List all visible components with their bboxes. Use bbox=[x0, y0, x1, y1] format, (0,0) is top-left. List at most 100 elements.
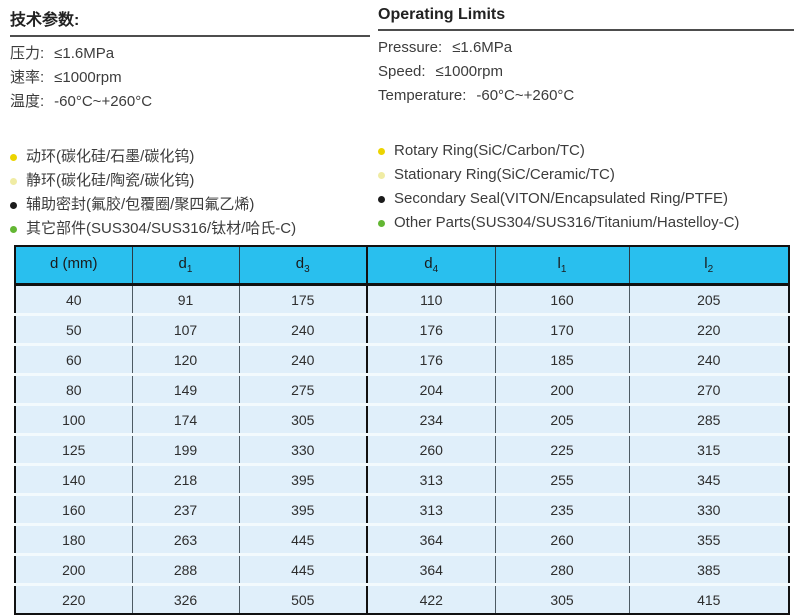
table-cell: 395 bbox=[239, 464, 368, 496]
material-text: 静环(碳化硅/陶瓷/碳化钨) bbox=[26, 172, 195, 189]
table-cell: 107 bbox=[132, 314, 240, 346]
table-cell: 175 bbox=[239, 284, 368, 316]
param-value: -60°C~+260°C bbox=[54, 93, 153, 110]
table-cell: 355 bbox=[629, 524, 789, 556]
table-cell: 160 bbox=[495, 284, 630, 316]
param-value: ≤1000rpm bbox=[54, 69, 122, 86]
table-cell: 240 bbox=[239, 344, 368, 376]
material-text: Stationary Ring(SiC/Ceramic/TC) bbox=[394, 166, 615, 183]
material-text: 辅助密封(氟胶/包覆圈/聚四氟乙烯) bbox=[26, 196, 255, 213]
datasheet-page: 技术参数: 压力: ≤1.6MPa 速率: ≤1000rpm 温度: -60°C… bbox=[10, 4, 794, 615]
material-item-rotary-ring-zh: 动环(碳化硅/石墨/碳化钨) bbox=[10, 145, 370, 169]
table-cell: 204 bbox=[367, 374, 496, 406]
param-label: 速率: bbox=[10, 69, 45, 86]
header-subscript: 3 bbox=[304, 264, 310, 275]
param-speed-en: Speed: ≤1000rpm bbox=[378, 60, 794, 84]
param-temperature-en: Temperature: -60°C~+260°C bbox=[378, 84, 794, 108]
table-cell: 364 bbox=[367, 524, 496, 556]
table-cell: 237 bbox=[132, 494, 240, 526]
table-cell: 326 bbox=[132, 584, 240, 614]
table-cell: 200 bbox=[15, 554, 133, 586]
table-cell: 40 bbox=[15, 284, 133, 316]
header-subscript: 1 bbox=[560, 264, 567, 275]
bullet-dot-icon bbox=[10, 177, 17, 185]
column-header-d3: d3 bbox=[239, 246, 368, 286]
material-item-stationary-ring-en: Stationary Ring(SiC/Ceramic/TC) bbox=[378, 163, 794, 187]
table-cell: 180 bbox=[15, 524, 133, 556]
table-cell: 364 bbox=[367, 554, 496, 586]
material-text: Other Parts(SUS304/SUS316/Titanium/Haste… bbox=[394, 214, 740, 231]
table-cell: 50 bbox=[15, 314, 133, 346]
materials-list-en: Rotary Ring(SiC/Carbon/TC) Stationary Ri… bbox=[378, 139, 794, 235]
header-label: d (mm) bbox=[50, 255, 98, 272]
table-row: 200 288 445 364 280 385 bbox=[15, 554, 789, 586]
table-row: 180 263 445 364 260 355 bbox=[15, 524, 789, 556]
header-label: d bbox=[424, 255, 433, 272]
table-row: 100 174 305 234 205 285 bbox=[15, 404, 789, 436]
table-cell: 240 bbox=[629, 344, 789, 376]
material-text: Rotary Ring(SiC/Carbon/TC) bbox=[394, 142, 585, 159]
specs-section-zh: 技术参数: 压力: ≤1.6MPa 速率: ≤1000rpm 温度: -60°C… bbox=[10, 4, 370, 241]
table-cell: 220 bbox=[629, 314, 789, 346]
table-cell: 140 bbox=[15, 464, 133, 496]
table-cell: 176 bbox=[367, 314, 496, 346]
material-item-secondary-seal-zh: 辅助密封(氟胶/包覆圈/聚四氟乙烯) bbox=[10, 193, 370, 217]
param-value: ≤1.6MPa bbox=[54, 45, 115, 62]
bullet-dot-icon bbox=[378, 147, 385, 155]
param-label: Speed: bbox=[378, 63, 426, 80]
table-row: 125 199 330 260 225 315 bbox=[15, 434, 789, 466]
table-cell: 91 bbox=[132, 284, 240, 316]
table-row: 160 237 395 313 235 330 bbox=[15, 494, 789, 526]
table-cell: 235 bbox=[495, 494, 630, 526]
table-cell: 80 bbox=[15, 374, 133, 406]
table-cell: 422 bbox=[367, 584, 496, 614]
table-cell: 205 bbox=[495, 404, 630, 436]
section-title-en: Operating Limits bbox=[378, 4, 794, 31]
table-cell: 330 bbox=[239, 434, 368, 466]
table-cell: 305 bbox=[495, 584, 630, 614]
section-title-zh: 技术参数: bbox=[10, 4, 370, 37]
table-row: 220 326 505 422 305 415 bbox=[15, 584, 789, 614]
table-cell: 415 bbox=[629, 584, 789, 614]
material-item-rotary-ring-en: Rotary Ring(SiC/Carbon/TC) bbox=[378, 139, 794, 163]
table-cell: 60 bbox=[15, 344, 133, 376]
param-label: Temperature: bbox=[378, 87, 467, 104]
table-cell: 205 bbox=[629, 284, 789, 316]
param-pressure-zh: 压力: ≤1.6MPa bbox=[10, 42, 370, 66]
param-value: ≤1.6MPa bbox=[452, 39, 513, 56]
table-cell: 100 bbox=[15, 404, 133, 436]
header-label: l bbox=[557, 255, 561, 272]
param-value: -60°C~+260°C bbox=[476, 87, 575, 104]
bullet-dot-icon bbox=[10, 201, 17, 209]
bullet-dot-icon bbox=[378, 219, 385, 227]
table-cell: 285 bbox=[629, 404, 789, 436]
bullet-dot-icon bbox=[10, 153, 17, 161]
table-row: 80 149 275 204 200 270 bbox=[15, 374, 789, 406]
material-item-other-parts-en: Other Parts(SUS304/SUS316/Titanium/Haste… bbox=[378, 211, 794, 235]
material-item-secondary-seal-en: Secondary Seal(VITON/Encapsulated Ring/P… bbox=[378, 187, 794, 211]
table-cell: 313 bbox=[367, 494, 496, 526]
header-subscript: 4 bbox=[432, 264, 439, 275]
table-cell: 260 bbox=[367, 434, 496, 466]
table-cell: 445 bbox=[239, 554, 368, 586]
header-label: d bbox=[178, 255, 187, 272]
table-cell: 199 bbox=[132, 434, 240, 466]
param-speed-zh: 速率: ≤1000rpm bbox=[10, 66, 370, 90]
table-cell: 313 bbox=[367, 464, 496, 496]
table-cell: 218 bbox=[132, 464, 240, 496]
table-cell: 260 bbox=[495, 524, 630, 556]
column-header-d-mm: d (mm) bbox=[15, 246, 133, 286]
bullet-dot-icon bbox=[10, 225, 17, 233]
column-header-l2: l2 bbox=[629, 246, 789, 286]
param-label: 温度: bbox=[10, 93, 45, 110]
table-cell: 288 bbox=[132, 554, 240, 586]
table-cell: 445 bbox=[239, 524, 368, 556]
table-cell: 345 bbox=[629, 464, 789, 496]
table-cell: 275 bbox=[239, 374, 368, 406]
param-value: ≤1000rpm bbox=[435, 63, 503, 80]
table-cell: 330 bbox=[629, 494, 789, 526]
table-cell: 280 bbox=[495, 554, 630, 586]
material-item-stationary-ring-zh: 静环(碳化硅/陶瓷/碳化钨) bbox=[10, 169, 370, 193]
header-label: l bbox=[704, 255, 708, 272]
table-cell: 170 bbox=[495, 314, 630, 346]
